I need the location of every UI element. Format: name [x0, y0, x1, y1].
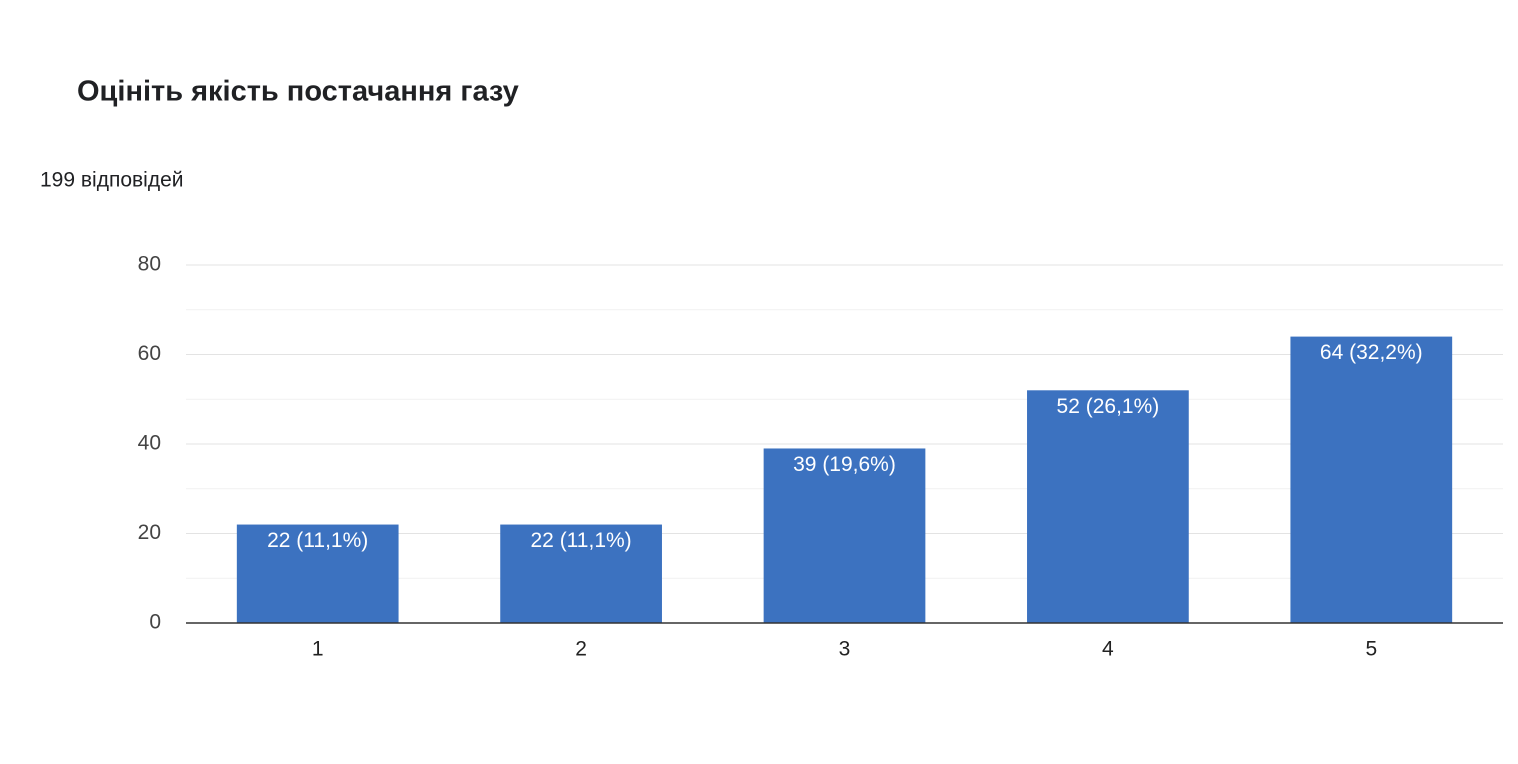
value-label: 39 (19,6%)	[793, 453, 896, 476]
bar	[763, 448, 926, 623]
value-label: 64 (32,2%)	[1320, 341, 1423, 364]
y-tick-label: 40	[138, 432, 161, 455]
y-tick-label: 80	[138, 253, 161, 276]
x-tick-label: 5	[1365, 638, 1377, 661]
chart-subtitle: 199 відповідей	[40, 169, 183, 192]
x-tick-label: 2	[575, 638, 587, 661]
value-label: 52 (26,1%)	[1057, 395, 1160, 418]
bar	[1027, 390, 1189, 623]
value-label: 22 (11,1%)	[531, 529, 632, 552]
chart-title: Оцініть якість постачання газу	[77, 76, 519, 108]
x-tick-label: 4	[1102, 638, 1114, 661]
x-tick-label: 3	[839, 638, 851, 661]
value-label: 22 (11,1%)	[267, 529, 368, 552]
bar	[500, 524, 662, 623]
y-tick-label: 20	[138, 521, 161, 544]
bar	[236, 524, 399, 623]
x-tick-label: 1	[312, 638, 324, 661]
bar	[1290, 336, 1453, 623]
y-tick-label: 60	[138, 342, 161, 365]
y-tick-label: 0	[149, 611, 161, 634]
